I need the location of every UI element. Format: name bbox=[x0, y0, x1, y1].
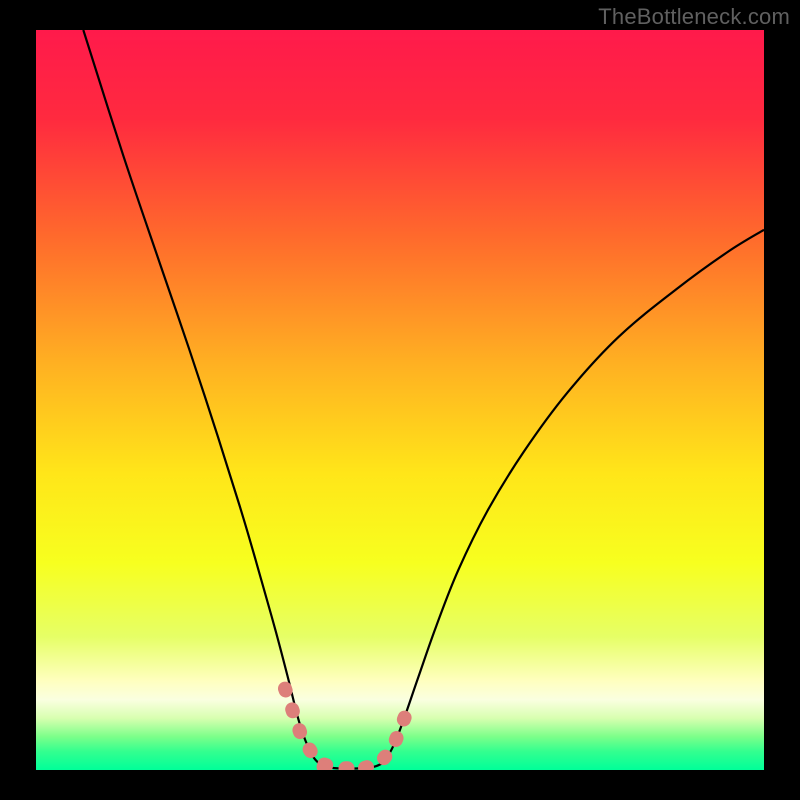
curve-layer bbox=[36, 30, 764, 770]
bottleneck-curve bbox=[83, 30, 764, 769]
valley-marker-right bbox=[365, 707, 409, 768]
chart-canvas: TheBottleneck.com bbox=[0, 0, 800, 800]
plot-area bbox=[36, 30, 764, 770]
valley-marker-left bbox=[285, 689, 335, 768]
watermark-text: TheBottleneck.com bbox=[598, 4, 790, 30]
